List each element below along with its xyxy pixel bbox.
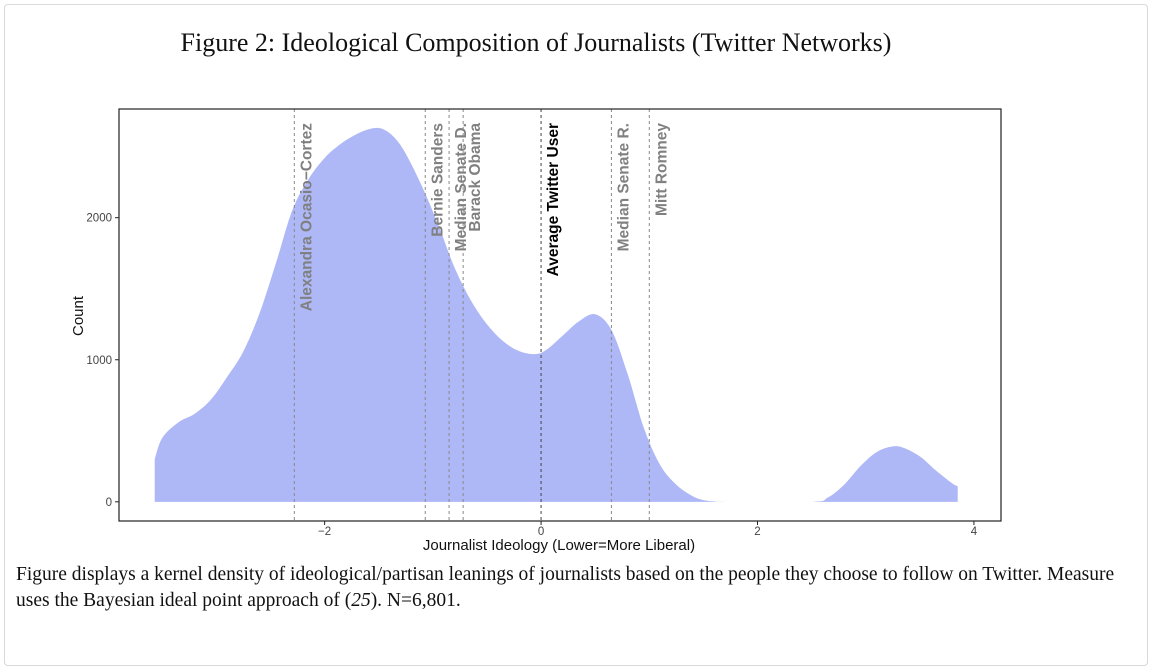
density-area-series-0 xyxy=(154,127,958,502)
reference-lines: Alexandra Ocasio−Cortez Bernie Sanders Med… xyxy=(293,109,670,521)
axes: −2 0 2 4 0 1000 2000 Journalist Ideology (Lower… xyxy=(70,108,1002,554)
y-tick-label: 0 xyxy=(106,497,112,509)
x-tick-label: 0 xyxy=(538,526,544,538)
y-axis-title: Count xyxy=(70,295,87,336)
plot-area xyxy=(119,109,1001,521)
reference-line-label: Alexandra Ocasio−Cortez xyxy=(298,123,315,311)
figure-title-text: Ideological Composition of Journalists (… xyxy=(281,28,892,57)
plot-border xyxy=(118,108,1002,522)
reference-line-label: Median Senate D. xyxy=(453,123,470,251)
x-axis-title: Journalist Ideology (Lower=More Liberal) xyxy=(423,537,695,554)
caption-citation: 25 xyxy=(351,590,371,611)
reference-line-label: Mitt Romney xyxy=(653,123,670,216)
x-tick-label: 4 xyxy=(971,526,978,538)
reference-line-label: Barack Obama xyxy=(467,123,484,232)
caption-text-end: ). N=6,801. xyxy=(370,590,461,611)
y-tick-label: 2000 xyxy=(86,213,112,225)
figure-title: Figure 2: Ideological Composition of Jou… xyxy=(0,28,1072,58)
reference-line-label: Average Twitter User xyxy=(545,123,562,276)
x-tick-label: 2 xyxy=(754,526,760,538)
figure-caption: Figure displays a kernel density of ideo… xyxy=(16,562,1126,614)
x-tick-label: −2 xyxy=(318,526,331,538)
reference-line-label: Median Senate R. xyxy=(615,123,632,251)
caption-text: Figure displays a kernel density of ideo… xyxy=(16,564,1115,611)
figure-number: Figure 2: xyxy=(180,28,276,57)
reference-line-label: Bernie Sanders xyxy=(429,123,446,237)
density-chart: Alexandra Ocasio−Cortez Bernie Sanders Med… xyxy=(70,108,1002,554)
y-tick-label: 1000 xyxy=(86,355,112,367)
